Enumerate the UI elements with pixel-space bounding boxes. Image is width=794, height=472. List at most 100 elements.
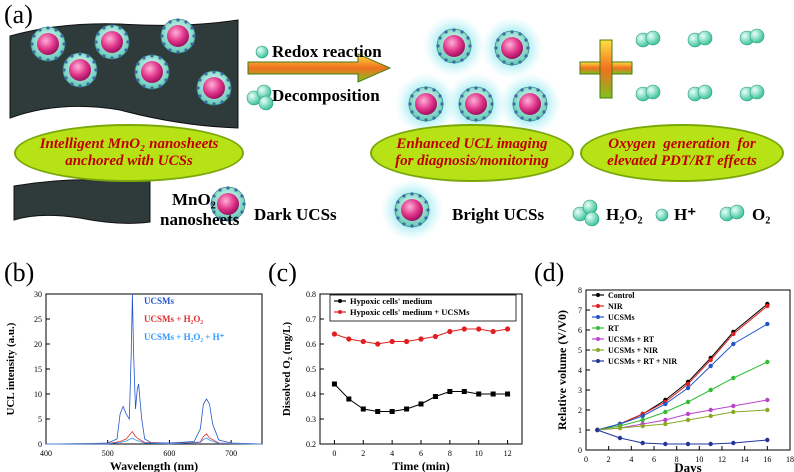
y-tick-label: 25 — [34, 315, 42, 324]
x-tick-label: 700 — [225, 449, 237, 458]
data-point — [731, 403, 736, 409]
data-point — [360, 338, 366, 345]
x-tick-label: 400 — [40, 449, 52, 458]
oval-oxygen-generation: Oxygen generation for elevated PDT/RT eff… — [580, 124, 784, 182]
data-point — [490, 391, 496, 397]
y-tick-label: 0.2 — [306, 440, 316, 449]
data-point — [685, 399, 691, 405]
series-line-2 — [597, 323, 768, 431]
legend-label: UCSMs + RT — [608, 335, 655, 344]
data-point — [360, 406, 366, 412]
data-point — [663, 421, 668, 427]
y-tick-label: 5 — [38, 415, 42, 424]
x-tick-label: 18 — [786, 455, 794, 464]
series-line-1 — [45, 430, 263, 445]
chart-c-dissolved-oxygen: 0 2 4 6 8 10 12 0.2 0.3 0.4 0.5 0.6 0.7 0.8 Time (min)… — [281, 290, 523, 472]
x-tick-label: 500 — [102, 449, 114, 458]
data-point — [403, 338, 410, 345]
bright-ucs — [423, 15, 485, 77]
y-tick-label: 7 — [578, 306, 582, 315]
data-point — [640, 423, 645, 429]
legend-marker — [596, 359, 600, 363]
data-point — [476, 326, 482, 332]
y-tick-label: 30 — [34, 290, 42, 299]
data-point — [389, 338, 395, 345]
legend-box — [329, 294, 517, 322]
legend-dark-ucs-label: Dark UCSs — [254, 205, 337, 224]
panel-d-label: (d) — [534, 258, 565, 287]
legend-label: UCSMs + H₂O₂ + H⁺ — [144, 332, 225, 342]
legend-mno2-line1: MnO₂ — [172, 190, 216, 209]
legend-marker — [596, 315, 600, 319]
legend-h-label: H⁺ — [674, 205, 697, 224]
h-ion-icon — [255, 45, 269, 59]
data-point — [375, 409, 381, 414]
data-point — [331, 331, 338, 337]
data-point — [640, 413, 645, 419]
legend-label: UCSMs — [608, 313, 635, 322]
data-point — [685, 441, 691, 447]
y-tick-label: 2 — [578, 406, 582, 415]
legend-mno2-line2: nanosheets — [160, 210, 240, 229]
data-point — [404, 406, 410, 412]
plus-sign — [579, 39, 633, 99]
y-tick-label: 15 — [34, 365, 42, 374]
y-axis-label: UCL intensity (a.u.) — [5, 322, 17, 415]
legend-mno2-sheet-icon — [13, 177, 151, 224]
legend-h2o2-icon — [572, 199, 600, 227]
data-point — [731, 341, 736, 347]
y-tick-label: 0.8 — [306, 290, 316, 299]
panel-a-illustration — [9, 0, 765, 245]
data-point — [461, 326, 467, 332]
data-point — [490, 328, 496, 335]
data-point — [765, 437, 770, 443]
legend-label: Control — [608, 291, 635, 300]
x-tick-label: 14 — [741, 455, 749, 464]
legend-mno2-label: MnO₂ nanosheets — [160, 190, 239, 230]
legend-marker — [596, 326, 600, 330]
data-point — [685, 417, 691, 423]
data-point — [447, 328, 453, 335]
y-tick-label: 3 — [578, 386, 582, 395]
y-tick-label: 5 — [578, 346, 582, 355]
series-line-2 — [45, 437, 263, 445]
x-tick-label: 16 — [763, 455, 771, 464]
data-point — [663, 441, 668, 447]
legend-marker — [596, 337, 600, 341]
data-point — [708, 441, 713, 447]
y-tick-label: 0.6 — [306, 340, 316, 349]
x-tick-label: 12 — [504, 449, 512, 458]
y-tick-label: 0 — [38, 440, 42, 449]
legend-label: RT — [608, 324, 619, 333]
oval-right-line1: Oxygen generation for — [608, 136, 756, 152]
legend-h-icon — [655, 208, 669, 222]
x-tick-label: 0 — [332, 449, 336, 458]
data-point — [432, 394, 438, 399]
legend-label: UCSMs — [144, 296, 174, 306]
data-point — [505, 391, 511, 397]
chart-b-ucl-spectra: 400 500 600 700 0 5 10 15 20 25 30 Wavelength (nm) U… — [5, 290, 263, 472]
data-point — [346, 336, 352, 342]
data-point — [731, 375, 736, 381]
series-line-6 — [597, 429, 768, 445]
legend-label: Hypoxic cells' medium — [350, 296, 432, 306]
data-point — [375, 341, 381, 347]
x-tick-label: 10 — [475, 449, 483, 458]
oval-right-line2: elevated PDT/RT effects — [607, 153, 757, 169]
data-point — [685, 411, 691, 417]
x-tick-label: 12 — [718, 455, 726, 464]
x-tick-label: 6 — [419, 449, 423, 458]
data-point — [765, 407, 770, 413]
oval-mid-line1: Enhanced UCL imaging — [396, 136, 548, 152]
data-point — [765, 303, 770, 309]
data-point — [708, 387, 713, 393]
x-axis-label: Days — [674, 460, 701, 472]
y-tick-label: 0.7 — [306, 315, 316, 324]
y-axis-label: Dissolved O₂ (mg/L) — [281, 321, 293, 416]
data-point — [731, 440, 736, 446]
x-axis-label: Time (min) — [392, 459, 449, 472]
x-tick-label: 10 — [695, 455, 703, 464]
data-point — [731, 331, 736, 337]
y-tick-label: 6 — [578, 326, 582, 335]
panel-a-label: (a) — [4, 0, 33, 29]
